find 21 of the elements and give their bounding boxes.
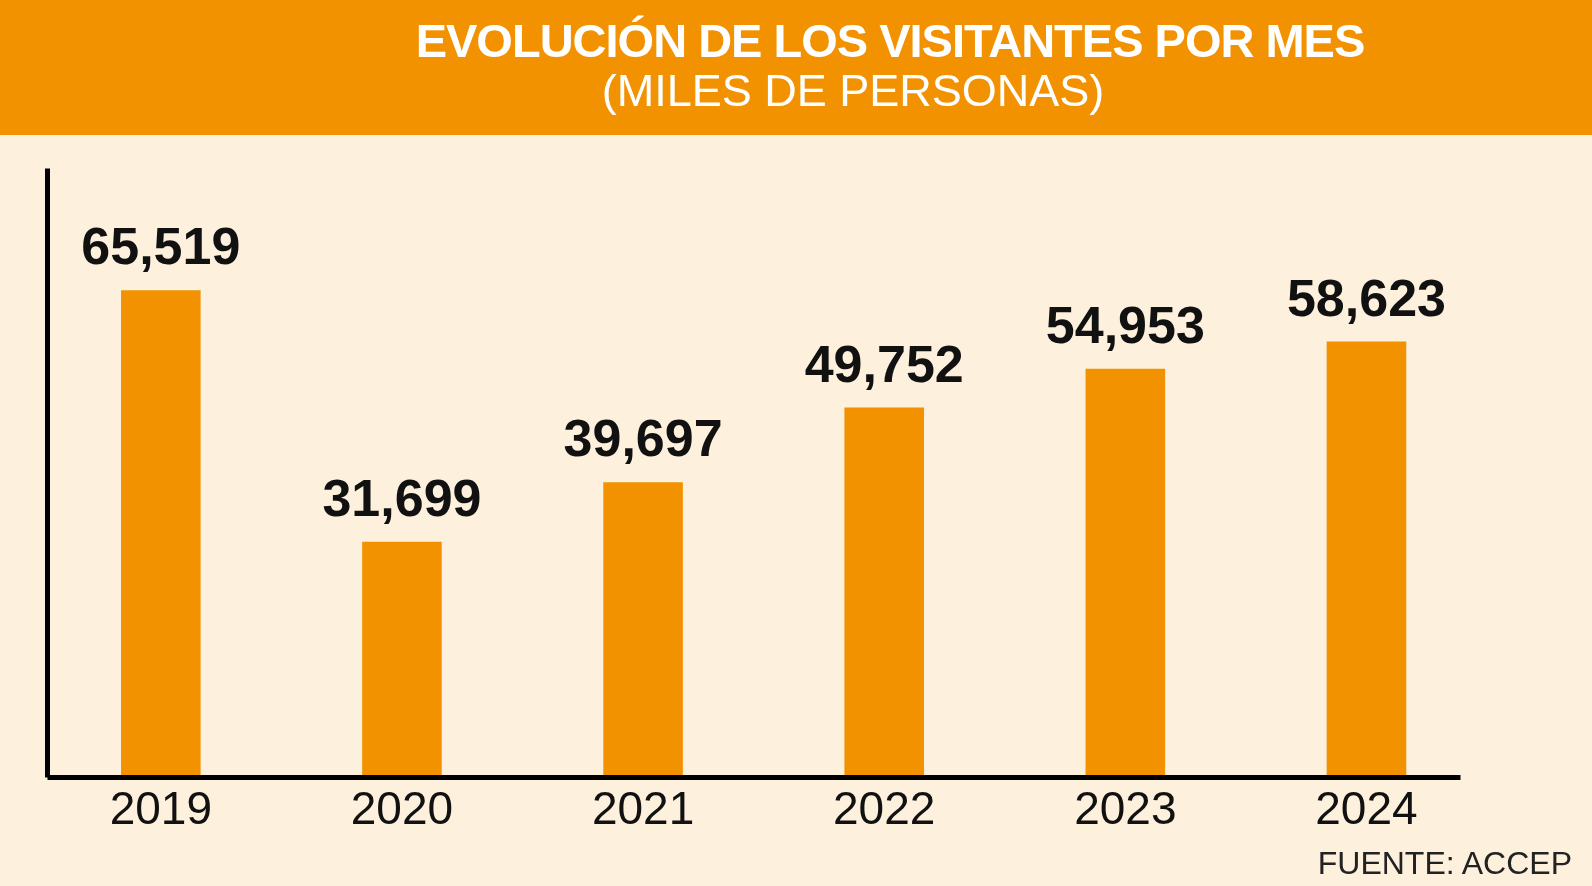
chart-title: EVOLUCIÓN DE LOS VISITANTES POR MES [414, 14, 1366, 67]
data-label: 39,697 [563, 409, 723, 468]
data-label: 58,623 [1286, 268, 1446, 327]
bar [844, 407, 924, 778]
source-note: FUENTE: ACCEP [0, 840, 1592, 886]
data-label: 65,519 [81, 217, 241, 276]
x-tick-label: 2019 [109, 781, 213, 834]
x-tick-label: 2021 [591, 781, 695, 834]
bar [362, 541, 442, 778]
data-label: 31,699 [322, 468, 482, 527]
data-label: 49,752 [804, 334, 964, 393]
data-label: 54,953 [1045, 295, 1205, 354]
x-tick-label: 2023 [1074, 781, 1177, 834]
bar [1326, 341, 1407, 778]
x-tick-label: 2024 [1315, 781, 1418, 834]
bar [121, 290, 201, 778]
x-tick-label: 2022 [833, 781, 936, 834]
bar [1085, 368, 1166, 778]
bar [603, 482, 683, 778]
chart-subtitle: (MILES DE PERSONAS) [600, 65, 1106, 116]
x-tick-label: 2020 [350, 781, 454, 834]
